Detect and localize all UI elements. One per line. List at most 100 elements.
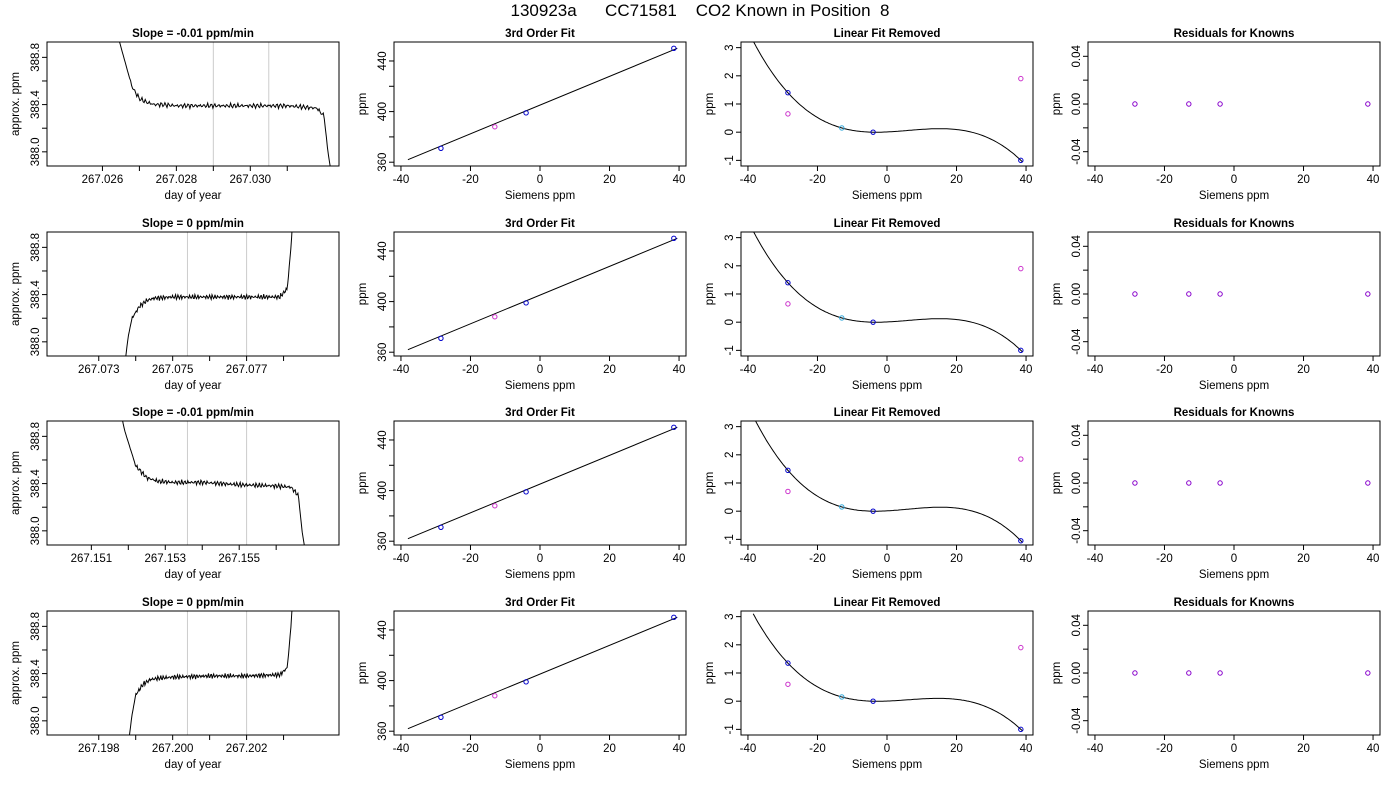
y-axis-label: ppm	[704, 662, 716, 684]
x-axis-label: Siemens ppm	[505, 380, 575, 392]
x-tick-label: -40	[393, 174, 410, 186]
data-point	[870, 129, 876, 135]
x-tick-label: 20	[950, 174, 963, 186]
data-point	[438, 524, 444, 530]
y-tick-label: -1	[724, 155, 736, 165]
panel-title: Linear Fit Removed	[834, 407, 941, 419]
x-tick-label: 40	[673, 553, 686, 565]
x-tick-label: -40	[1087, 174, 1104, 186]
panel-r4-flat: Residuals for Knowns -40 -20 0 20 40 -0.04 0.00…	[1051, 597, 1381, 771]
y-tick-label: 388.8	[30, 422, 42, 451]
x-tick-label: 40	[1020, 364, 1033, 376]
panel-title: 3rd Order Fit	[505, 407, 575, 419]
y-axis-label: ppm	[1051, 93, 1063, 115]
x-tick-label: -40	[1087, 743, 1104, 755]
x-tick-label: -40	[740, 743, 757, 755]
x-tick-label: -20	[1156, 553, 1173, 565]
x-axis-label: day of year	[165, 569, 222, 581]
x-tick-label: -20	[1156, 743, 1173, 755]
y-tick-label: 388.8	[30, 233, 42, 262]
data-point	[1186, 101, 1192, 107]
x-tick-label: 0	[1231, 174, 1237, 186]
y-tick-label: 0.00	[1071, 283, 1083, 305]
x-tick-label: 20	[1297, 364, 1310, 376]
x-tick-label: 0	[537, 174, 543, 186]
data-point	[839, 125, 845, 131]
y-tick-label: 440	[377, 51, 389, 70]
series-line	[122, 421, 305, 545]
data-point	[870, 698, 876, 704]
x-tick-label: -20	[462, 174, 479, 186]
panel-r3-residual_curve: Linear Fit Removed -40 -20 0 20 40 -1 0 1 2 3 Sieme…	[704, 407, 1034, 581]
panel-title: Slope = 0 ppm/min	[142, 218, 244, 230]
fit-curve	[752, 613, 1023, 732]
y-tick-label: 388.8	[30, 43, 42, 72]
x-axis-label: Siemens ppm	[852, 190, 922, 202]
x-tick-label: -40	[1087, 553, 1104, 565]
y-tick-label: 1	[724, 291, 736, 297]
panel-r2-fit: 3rd Order Fit -40 -20 0 20 40 360 400 440 Siemens…	[357, 218, 687, 392]
panel-title: Residuals for Knowns	[1174, 407, 1295, 419]
y-axis-label: ppm	[1051, 283, 1063, 305]
panel-data	[755, 421, 1023, 543]
x-tick-label: 0	[537, 364, 543, 376]
data-point	[1018, 75, 1024, 82]
panel-title: Residuals for Knowns	[1174, 597, 1295, 609]
figure-title: 130923a CC71581 CO2 Known in Position 8	[510, 1, 890, 20]
y-tick-label: 3	[724, 234, 736, 240]
x-tick-label: 267.155	[218, 553, 260, 565]
data-point	[785, 660, 791, 666]
data-point	[1217, 480, 1223, 486]
x-axis-label: Siemens ppm	[505, 190, 575, 202]
data-point	[523, 300, 529, 306]
data-point	[438, 714, 444, 720]
data-point	[785, 681, 791, 687]
y-tick-label: 0.04	[1071, 235, 1083, 258]
y-axis-label: approx. ppm	[10, 451, 22, 515]
y-tick-label: 0.00	[1071, 662, 1083, 684]
data-point	[671, 235, 677, 242]
data-point	[523, 110, 529, 116]
panel-data	[407, 426, 678, 540]
y-tick-label: 388.0	[30, 706, 42, 735]
y-tick-label: 0	[724, 319, 736, 325]
data-point	[438, 335, 444, 341]
x-tick-label: 20	[1297, 174, 1310, 186]
panel-data	[753, 232, 1023, 353]
x-axis-label: day of year	[165, 380, 222, 392]
y-tick-label: 0	[724, 129, 736, 135]
y-axis-label: ppm	[704, 93, 716, 115]
data-point	[785, 90, 791, 96]
y-tick-label: 0	[724, 508, 736, 514]
panel-r2-flat: Residuals for Knowns -40 -20 0 20 40 -0.04 0.00…	[1051, 218, 1381, 392]
y-tick-label: 388.4	[30, 280, 42, 309]
y-tick-label: 400	[377, 481, 389, 500]
plot-frame	[46, 41, 340, 167]
panel-title: Residuals for Knowns	[1174, 218, 1295, 230]
data-point	[1018, 265, 1024, 272]
data-point	[1186, 670, 1192, 676]
y-tick-label: -0.04	[1071, 328, 1083, 355]
data-point	[870, 508, 876, 514]
x-axis-label: Siemens ppm	[505, 759, 575, 771]
x-tick-label: 267.030	[230, 174, 272, 186]
panel-r4-fit: 3rd Order Fit -40 -20 0 20 40 360 400 440 Siemens…	[357, 597, 687, 771]
data-point	[839, 315, 845, 321]
data-point	[1217, 101, 1223, 107]
data-point	[785, 488, 791, 495]
y-tick-label: 400	[377, 292, 389, 311]
fit-line	[407, 616, 678, 730]
x-axis-label: Siemens ppm	[505, 569, 575, 581]
y-axis-label: ppm	[1051, 472, 1063, 494]
data-point	[1018, 644, 1024, 651]
x-tick-label: 267.075	[152, 364, 194, 376]
fit-curve	[753, 42, 1023, 163]
data-point	[870, 319, 876, 325]
y-tick-label: 360	[377, 343, 389, 362]
panel-r1-timeseries: Slope = -0.01 ppm/min 267.026 267.028 267.0…	[10, 28, 340, 202]
y-tick-label: 0.04	[1071, 614, 1083, 637]
panel-title: Slope = 0 ppm/min	[142, 597, 244, 609]
data-point	[785, 111, 791, 117]
data-point	[492, 314, 498, 320]
panel-r2-timeseries: Slope = 0 ppm/min 267.073 267.075 267.077 38…	[10, 218, 340, 392]
